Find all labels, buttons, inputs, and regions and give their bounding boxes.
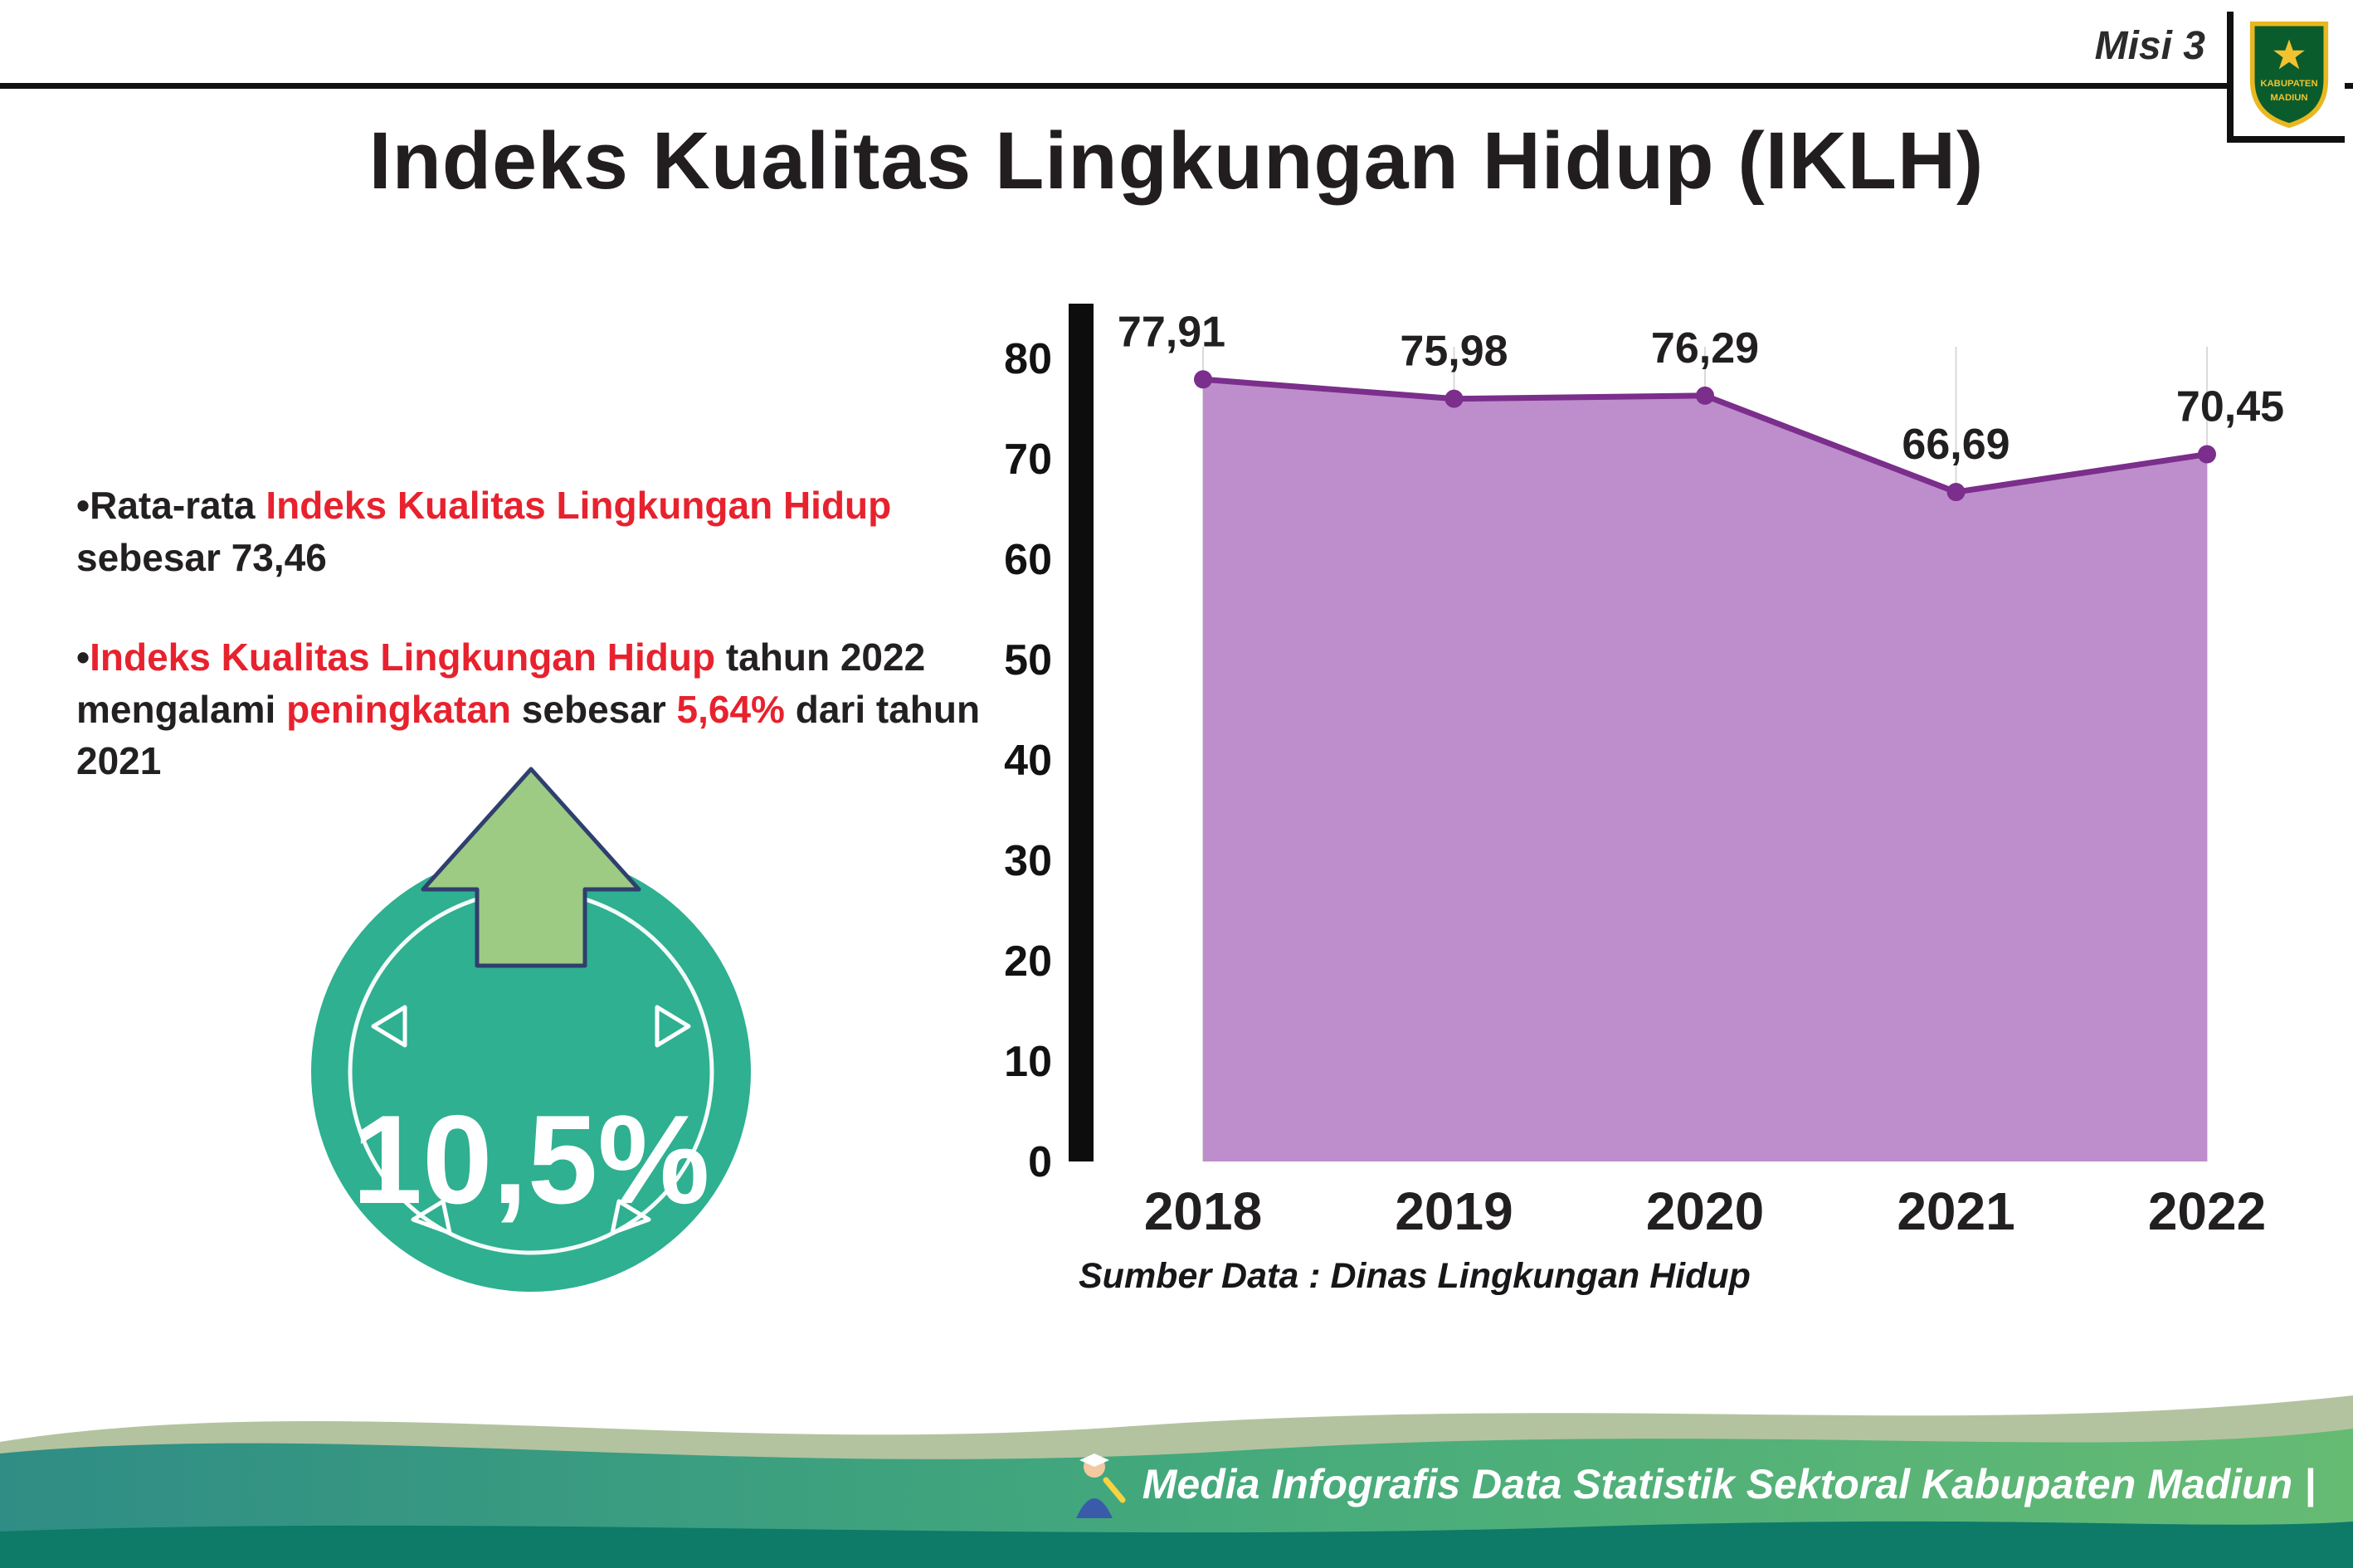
- y-axis-label: 10: [1004, 1038, 1052, 1086]
- misi-label: Misi 3: [2094, 24, 2205, 68]
- y-axis-label: 70: [1004, 436, 1052, 484]
- text-segment-highlight: 5,64%: [676, 687, 785, 731]
- y-axis-label: 0: [1028, 1138, 1052, 1186]
- triangle-left-icon: [371, 1005, 407, 1048]
- iklh-area-chart: 77,91 75,98 76,29 66,69 70,45 0 10 20 30 40 50 60 70…: [1004, 304, 2284, 1241]
- bullet-marker: •: [76, 635, 90, 679]
- data-point: [1946, 483, 1966, 502]
- y-axis-label: 50: [1004, 636, 1052, 684]
- text-segment: Rata-rata: [90, 484, 266, 527]
- y-axis-bar: [1069, 304, 1094, 1161]
- chart-area: 77,91 75,98 76,29 66,69 70,45 0 10 20 30 40 50 60 70…: [954, 299, 2315, 1327]
- text-segment: sebesar: [511, 687, 677, 731]
- x-axis-label: 2020: [1646, 1181, 1764, 1241]
- data-label: 75,98: [1400, 328, 1508, 376]
- data-label: 76,29: [1651, 324, 1759, 373]
- source-note: Sumber Data : Dinas Lingkungan Hidup: [1079, 1256, 1751, 1296]
- triangle-bottom-right-icon: [610, 1199, 651, 1235]
- star-icon: [2273, 39, 2305, 70]
- growth-badge: 10,5%: [311, 767, 751, 1292]
- badge-circle: [311, 852, 751, 1292]
- data-label: 77,91: [1118, 308, 1225, 356]
- text-segment-highlight: Indeks Kualitas Lingkungan Hidup: [90, 635, 716, 679]
- y-axis-label: 30: [1004, 837, 1052, 885]
- logo-top-text: KABUPATEN: [2260, 79, 2317, 89]
- logo-shield-icon: KABUPATEN MADIUN: [2249, 21, 2329, 129]
- page-title: Indeks Kualitas Lingkungan Hidup (IKLH): [368, 115, 1985, 206]
- shield-shape: [2249, 21, 2329, 129]
- footer-waves: [0, 1395, 2353, 1568]
- footer-credit: Media Infografis Data Statistik Sektoral…: [1142, 1461, 2316, 1507]
- data-point: [1194, 370, 1212, 389]
- wave-dark: [0, 1521, 2353, 1568]
- badge-value: 10,5%: [353, 1089, 710, 1230]
- x-axis-label: 2021: [1897, 1181, 2014, 1241]
- bullet-increase-2022: •Indeks Kualitas Lingkungan Hidup tahun …: [76, 631, 1014, 787]
- triangle-right-icon: [655, 1005, 691, 1048]
- logo-bottom-text: MADIUN: [2270, 93, 2307, 103]
- triangle-bottom-left-icon: [411, 1199, 452, 1235]
- up-arrow-icon: [421, 767, 641, 968]
- key-points: •Rata-rata Indeks Kualitas Lingkungan Hi…: [76, 480, 1014, 835]
- x-axis-label: 2022: [2148, 1181, 2266, 1241]
- y-axis-label: 40: [1004, 737, 1052, 785]
- y-axis-label: 20: [1004, 937, 1052, 986]
- text-segment: tahun 2022 mengalami: [76, 635, 926, 731]
- header-rule: [0, 83, 2353, 89]
- y-axis-label: 60: [1004, 536, 1052, 584]
- text-segment-highlight: peningkatan: [286, 687, 512, 731]
- data-label: 70,45: [2176, 383, 2284, 431]
- data-point: [2198, 445, 2216, 464]
- mascot-body: [1075, 1498, 1113, 1518]
- data-point: [1444, 389, 1464, 408]
- text-segment: sebesar 73,46: [76, 535, 327, 579]
- data-label: 66,69: [1902, 421, 2010, 469]
- bullet-marker: •: [76, 484, 90, 527]
- text-segment-highlight: Indeks Kualitas Lingkungan Hidup: [266, 484, 892, 527]
- data-point: [1696, 386, 1714, 405]
- mascot-icon: [1075, 1454, 1126, 1518]
- kabupaten-madiun-logo: KABUPATEN MADIUN: [2227, 12, 2345, 143]
- pencil-icon: [1103, 1477, 1126, 1503]
- bullet-average-iklh: •Rata-rata Indeks Kualitas Lingkungan Hi…: [76, 480, 1014, 583]
- area-shape: [1203, 379, 2207, 1161]
- x-axis-label: 2018: [1144, 1181, 1262, 1241]
- y-axis-label: 80: [1004, 335, 1052, 383]
- text-segment: dari tahun 2021: [76, 687, 981, 783]
- x-axis-label: 2019: [1395, 1181, 1513, 1241]
- mascot-cap: [1079, 1454, 1109, 1467]
- footer-credit-row: Media Infografis Data Statistik Sektoral…: [1064, 1449, 2316, 1520]
